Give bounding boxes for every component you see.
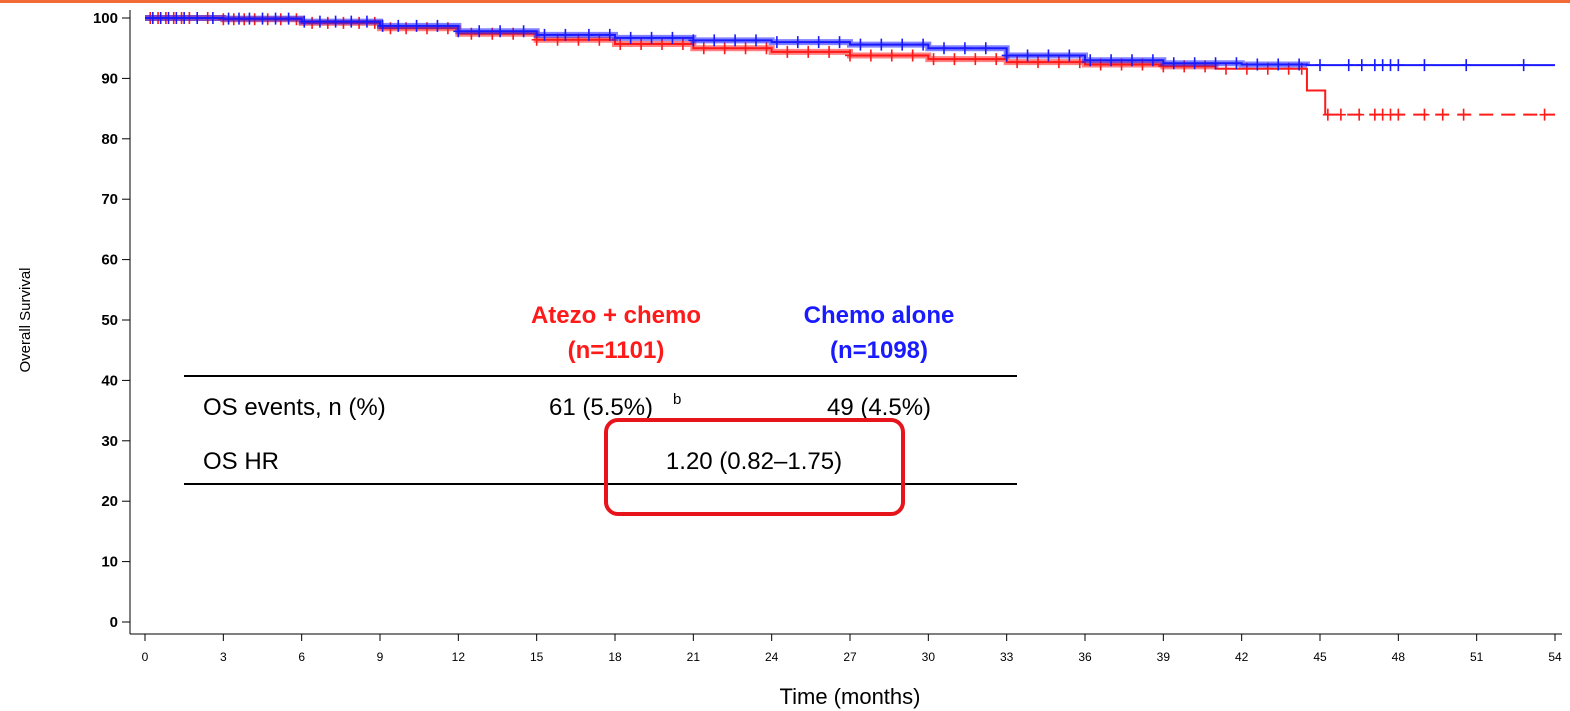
censor-mark — [1518, 59, 1529, 72]
y-tick-label: 70 — [101, 191, 118, 208]
row-label-os-events: OS events, n (%) — [203, 394, 386, 421]
x-tick-label: 36 — [1078, 650, 1092, 664]
x-tick-label: 12 — [452, 650, 466, 664]
censor-mark — [1461, 59, 1472, 72]
y-tick-label: 0 — [110, 614, 118, 631]
x-tick-label: 24 — [765, 650, 779, 664]
y-tick-label: 100 — [93, 10, 118, 27]
censor-mark — [1322, 108, 1333, 121]
x-tick-label: 15 — [530, 650, 544, 664]
censor-density-band — [145, 15, 1310, 68]
x-axis-title: Time (months) — [780, 684, 921, 709]
series-atezo-chemo — [145, 12, 1555, 121]
censor-mark — [1437, 108, 1448, 121]
censor-density-band — [145, 15, 1219, 70]
cell-chemo-events: 49 (4.5%) — [827, 394, 931, 421]
y-tick-label: 10 — [101, 554, 118, 571]
censor-mark — [1458, 108, 1469, 121]
censor-mark — [1393, 108, 1404, 121]
col-header-chemo: Chemo alone — [804, 302, 955, 329]
censor-mark — [1343, 59, 1354, 72]
censor-mark — [1419, 59, 1430, 72]
x-tick-label: 48 — [1392, 650, 1406, 664]
hr-highlight-box — [604, 418, 905, 516]
row-label-os-hr: OS HR — [203, 448, 279, 475]
slide-accent-rule — [0, 0, 1570, 3]
censor-mark — [1539, 108, 1550, 121]
y-tick-label: 80 — [101, 131, 118, 148]
x-tick-label: 33 — [1000, 650, 1014, 664]
col-subheader-atezo: (n=1101) — [568, 337, 665, 364]
survival-curves — [145, 12, 1555, 121]
cell-atezo-events: 61 (5.5%) — [549, 394, 653, 421]
x-tick-label: 6 — [298, 650, 305, 664]
x-tick-label: 18 — [608, 650, 622, 664]
x-tick-label: 9 — [377, 650, 384, 664]
col-header-atezo: Atezo + chemo — [531, 302, 701, 329]
x-tick-label: 21 — [687, 650, 701, 664]
y-tick-label: 90 — [101, 70, 118, 87]
censor-mark — [1335, 108, 1346, 121]
series-chemo-alone — [145, 12, 1555, 72]
y-axis-title: Overall Survival — [17, 267, 34, 372]
summary-table: Atezo + chemo (n=1101) Chemo alone (n=10… — [184, 302, 1017, 516]
col-subheader-chemo: (n=1098) — [830, 337, 928, 364]
x-tick-label: 3 — [220, 650, 227, 664]
y-tick-label: 50 — [101, 312, 118, 329]
censor-mark — [1315, 59, 1325, 72]
y-tick-label: 30 — [101, 433, 118, 450]
x-tick-label: 54 — [1548, 650, 1562, 664]
x-tick-label: 27 — [843, 650, 857, 664]
x-tick-label: 42 — [1235, 650, 1249, 664]
x-tick-label: 0 — [142, 650, 149, 664]
cell-os-hr-value: 1.20 (0.82–1.75) — [666, 448, 842, 475]
x-tick-label: 51 — [1470, 650, 1484, 664]
x-tick-label: 39 — [1157, 650, 1171, 664]
x-tick-label: 45 — [1313, 650, 1327, 664]
y-tick-label: 20 — [101, 493, 118, 510]
x-tick-label: 30 — [922, 650, 936, 664]
censor-mark — [1356, 59, 1367, 72]
censor-mark — [1419, 108, 1430, 121]
footnote-marker-b: b — [673, 391, 681, 408]
censor-mark — [1354, 108, 1365, 121]
y-tick-label: 60 — [101, 252, 118, 269]
censor-mark — [1393, 59, 1404, 72]
y-tick-label: 40 — [101, 372, 118, 389]
